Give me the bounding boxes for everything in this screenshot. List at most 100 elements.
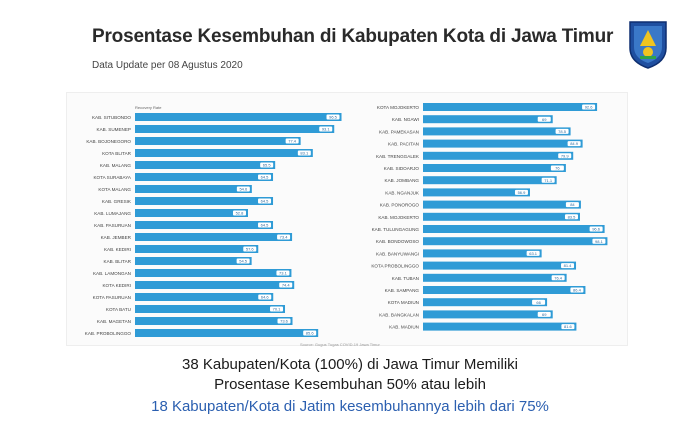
bar <box>135 137 301 145</box>
data-label-bg <box>561 263 575 269</box>
data-label: 70.1 <box>273 307 282 312</box>
data-label-bg <box>236 258 250 264</box>
category-label: KAB. TRENGGALEK <box>376 154 420 159</box>
data-label: 64.5 <box>261 223 270 228</box>
data-label-bg <box>514 189 528 195</box>
data-label-bg <box>270 306 284 312</box>
data-label-bg <box>532 299 546 305</box>
bar <box>423 225 605 233</box>
data-label-bg <box>564 214 578 220</box>
category-label: KAB. MOJOKERTO <box>378 215 419 220</box>
data-label: 83.1 <box>300 151 309 156</box>
category-label: KOTA PASURUAN <box>93 295 131 300</box>
bar <box>135 245 259 253</box>
data-label: 92.6 <box>585 105 594 110</box>
data-label: 63.1 <box>529 251 538 256</box>
category-label: KAB. MADIUN <box>389 325 419 330</box>
category-label: KAB. GRESIK <box>102 199 132 204</box>
category-label: KAB. BONDOWOSO <box>376 239 420 244</box>
category-label: KAB. MAGETAN <box>97 319 131 324</box>
data-label-bg <box>567 141 581 147</box>
data-label: 81.4 <box>564 263 573 268</box>
data-label-bg <box>297 150 311 156</box>
data-label-bg <box>260 162 274 168</box>
category-label: KAB. BOJONEGORO <box>86 139 131 144</box>
series-label: Recovery Rate <box>135 105 162 110</box>
data-label-bg <box>326 114 340 120</box>
category-label: KAB. BLITAR <box>104 259 132 264</box>
data-label-bg <box>565 202 579 208</box>
jawa-timur-emblem-icon <box>629 21 667 69</box>
data-label-bg <box>558 153 572 159</box>
category-label: KOTA BLITAR <box>102 151 132 156</box>
data-label: 83.5 <box>568 214 577 219</box>
category-label: KOTA SURABAYA <box>93 175 131 180</box>
data-label-bg <box>277 234 291 240</box>
category-label: KAB. SAMPANG <box>385 288 420 293</box>
bar <box>135 161 276 169</box>
bar <box>423 127 571 136</box>
data-label: 96.6 <box>592 227 601 232</box>
data-update-date: Data Update per 08 Agustus 2020 <box>92 60 243 71</box>
bar <box>135 113 342 121</box>
category-label: KAB. SUMENEP <box>97 127 131 132</box>
category-label: KAB. PACITAN <box>388 142 419 147</box>
summary-line-3: 18 Kabupaten/Kota di Jatim kesembuhannya… <box>151 398 549 415</box>
category-label: KAB. LAMONGAN <box>93 271 131 276</box>
data-label-bg <box>589 226 603 232</box>
recovery-rate-chart: Recovery Rate KAB. SITUBONDO 96.5 KAB. SUME… <box>85 103 608 337</box>
data-label-bg <box>303 330 317 336</box>
category-label: KAB. LUMAJANG <box>94 211 131 216</box>
data-label-bg <box>277 318 291 324</box>
category-label: KOTA BATU <box>106 307 131 312</box>
data-label-bg <box>570 287 584 293</box>
data-label: 78.5 <box>558 129 567 134</box>
data-label: 81.6 <box>564 324 573 329</box>
data-label-bg <box>537 116 551 122</box>
category-label: KOTA PROBOLINGGO <box>371 264 419 269</box>
category-label: KAB. JEMBER <box>101 235 132 240</box>
data-label-bg <box>258 222 272 228</box>
category-label: KAB. SITUBONDO <box>92 115 131 120</box>
bar <box>135 329 319 337</box>
data-label: 54.6 <box>239 187 248 192</box>
data-label-bg <box>236 186 250 192</box>
bar <box>135 185 252 193</box>
data-label: 52.8 <box>236 211 245 216</box>
bar <box>135 209 248 217</box>
category-label: KOTA MADIUN <box>388 300 419 305</box>
data-label-bg <box>561 324 575 330</box>
data-label: 64.6 <box>261 295 270 300</box>
data-label: 73.1 <box>279 271 288 276</box>
bar <box>135 293 274 301</box>
bar <box>423 310 553 319</box>
data-label-bg <box>537 311 551 317</box>
bar <box>423 115 553 124</box>
bar <box>423 286 586 294</box>
data-label-bg <box>258 294 272 300</box>
bar <box>423 200 581 209</box>
data-label-bg <box>319 126 333 132</box>
data-label: 64.5 <box>261 175 270 180</box>
data-label: 69 <box>542 312 547 317</box>
recovery-chart-panel: Recovery Rate KAB. SITUBONDO 96.5 KAB. SUME… <box>66 92 628 346</box>
category-label: KOTA KEDIRI <box>102 283 131 288</box>
data-label: 56.9 <box>518 190 527 195</box>
category-label: KAB. BANYUWANGI <box>376 251 419 256</box>
category-label: KAB. MALANG <box>100 163 132 168</box>
data-label-bg <box>232 210 246 216</box>
bar <box>135 317 293 325</box>
data-label: 79.9 <box>561 153 570 158</box>
data-label: 71.1 <box>544 178 553 183</box>
category-label: KAB. TULUNGAGUNG <box>372 227 420 232</box>
category-label: KAB. PONOROGO <box>380 203 420 208</box>
data-label-bg <box>279 282 293 288</box>
bar <box>135 149 313 157</box>
category-label: KAB. PASURUAN <box>94 223 131 228</box>
summary-line-2: Prosentase Kesembuhan 50% atau lebih <box>214 376 486 393</box>
category-label: KAB. KEDIRI <box>104 247 131 252</box>
data-label: 76.4 <box>554 275 563 280</box>
data-label-bg <box>551 275 565 281</box>
data-label-bg <box>541 177 555 183</box>
bar <box>423 164 566 172</box>
